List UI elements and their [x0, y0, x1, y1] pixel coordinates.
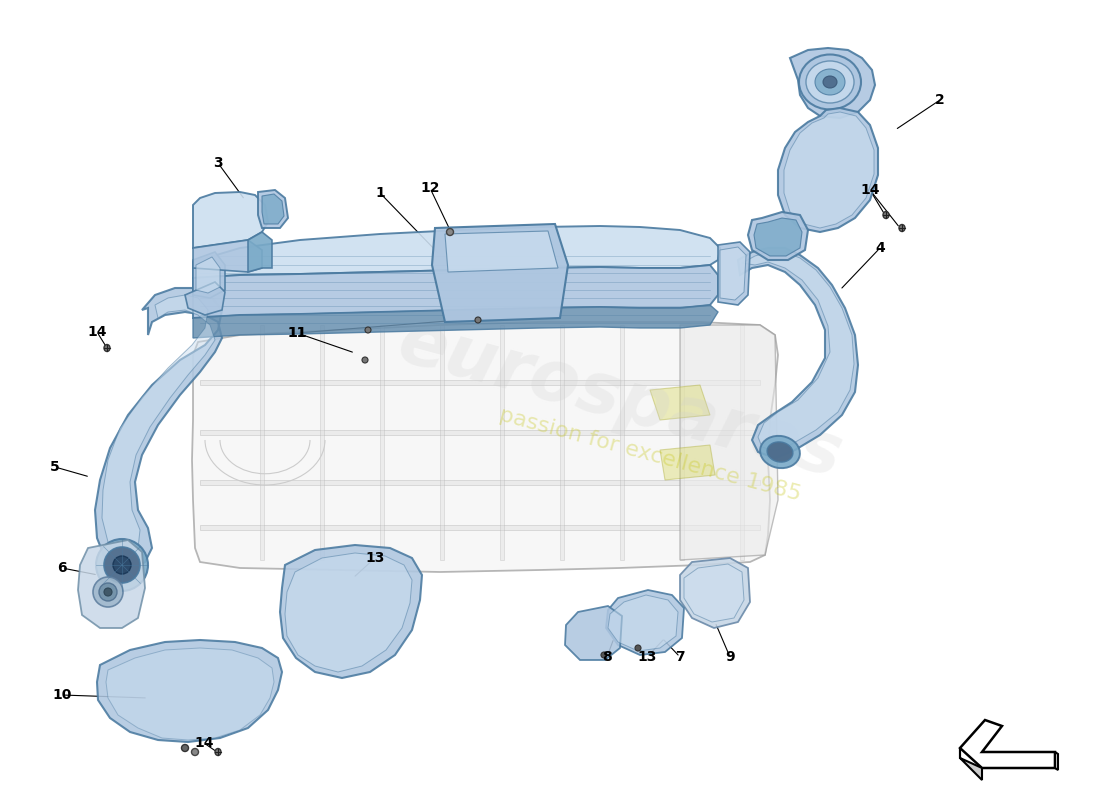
- Text: 7: 7: [675, 650, 685, 664]
- Polygon shape: [95, 288, 222, 570]
- Polygon shape: [196, 257, 220, 293]
- Polygon shape: [258, 190, 288, 228]
- Polygon shape: [620, 325, 624, 560]
- Polygon shape: [608, 595, 678, 651]
- Polygon shape: [192, 322, 778, 572]
- Ellipse shape: [799, 54, 861, 110]
- Text: 12: 12: [420, 181, 440, 195]
- Polygon shape: [606, 590, 684, 655]
- Polygon shape: [748, 212, 808, 260]
- Polygon shape: [280, 545, 422, 678]
- Ellipse shape: [362, 357, 369, 363]
- Ellipse shape: [475, 317, 481, 323]
- Polygon shape: [960, 748, 982, 780]
- Polygon shape: [680, 325, 778, 560]
- Polygon shape: [650, 385, 710, 420]
- Polygon shape: [192, 192, 268, 248]
- Text: 9: 9: [725, 650, 735, 664]
- Text: 5: 5: [51, 460, 59, 474]
- Text: 13: 13: [365, 551, 385, 565]
- Polygon shape: [680, 558, 750, 628]
- Polygon shape: [185, 282, 226, 315]
- Text: 14: 14: [195, 736, 213, 750]
- Ellipse shape: [104, 345, 110, 351]
- Polygon shape: [248, 232, 272, 272]
- Text: 1: 1: [375, 186, 385, 200]
- Ellipse shape: [94, 577, 123, 607]
- Polygon shape: [960, 720, 1055, 768]
- Ellipse shape: [815, 69, 845, 95]
- Ellipse shape: [113, 556, 131, 574]
- Polygon shape: [78, 540, 145, 628]
- Polygon shape: [320, 325, 324, 560]
- Polygon shape: [784, 112, 874, 228]
- Ellipse shape: [601, 652, 607, 658]
- Ellipse shape: [899, 225, 905, 231]
- Ellipse shape: [104, 547, 140, 583]
- Polygon shape: [200, 525, 760, 530]
- Polygon shape: [740, 325, 744, 560]
- Polygon shape: [192, 252, 226, 298]
- Polygon shape: [192, 265, 718, 318]
- Polygon shape: [565, 606, 621, 660]
- Ellipse shape: [96, 539, 148, 591]
- Polygon shape: [446, 231, 558, 272]
- Text: 6: 6: [57, 561, 67, 575]
- Polygon shape: [200, 480, 760, 485]
- Polygon shape: [106, 648, 274, 740]
- Text: 14: 14: [860, 183, 880, 197]
- Polygon shape: [778, 108, 878, 232]
- Ellipse shape: [806, 61, 854, 103]
- Text: 13: 13: [637, 650, 657, 664]
- Ellipse shape: [767, 442, 793, 462]
- Ellipse shape: [191, 749, 198, 755]
- Polygon shape: [684, 564, 744, 622]
- Ellipse shape: [823, 76, 837, 88]
- Polygon shape: [260, 325, 264, 560]
- Text: 4: 4: [876, 241, 884, 255]
- Polygon shape: [285, 553, 412, 672]
- Polygon shape: [790, 48, 874, 118]
- Text: eurospares: eurospares: [390, 307, 849, 493]
- Polygon shape: [200, 380, 760, 385]
- Polygon shape: [192, 226, 720, 278]
- Ellipse shape: [214, 749, 221, 755]
- Ellipse shape: [883, 211, 889, 218]
- Polygon shape: [102, 295, 214, 558]
- Polygon shape: [718, 242, 750, 305]
- Ellipse shape: [760, 436, 800, 468]
- Polygon shape: [680, 325, 684, 560]
- Polygon shape: [200, 430, 760, 435]
- Text: 10: 10: [53, 688, 72, 702]
- Ellipse shape: [99, 583, 117, 601]
- Polygon shape: [500, 325, 504, 560]
- Polygon shape: [440, 325, 444, 560]
- Ellipse shape: [104, 588, 112, 596]
- Polygon shape: [560, 325, 564, 560]
- Ellipse shape: [635, 645, 641, 651]
- Polygon shape: [742, 252, 854, 451]
- Text: passion for excellence 1985: passion for excellence 1985: [497, 405, 803, 505]
- Polygon shape: [379, 325, 384, 560]
- Polygon shape: [432, 224, 568, 322]
- Polygon shape: [262, 194, 284, 224]
- Polygon shape: [97, 640, 282, 742]
- Text: 3: 3: [213, 156, 223, 170]
- Ellipse shape: [365, 327, 371, 333]
- Polygon shape: [754, 218, 802, 256]
- Polygon shape: [720, 247, 746, 300]
- Polygon shape: [1055, 752, 1058, 770]
- Text: 8: 8: [602, 650, 612, 664]
- Text: 11: 11: [287, 326, 307, 340]
- Polygon shape: [660, 445, 715, 480]
- Text: 14: 14: [87, 325, 107, 339]
- Ellipse shape: [182, 745, 188, 751]
- Ellipse shape: [447, 229, 453, 235]
- Text: 11: 11: [287, 326, 307, 340]
- Text: 2: 2: [935, 93, 945, 107]
- Polygon shape: [738, 248, 858, 458]
- Polygon shape: [192, 305, 718, 338]
- Polygon shape: [192, 240, 262, 272]
